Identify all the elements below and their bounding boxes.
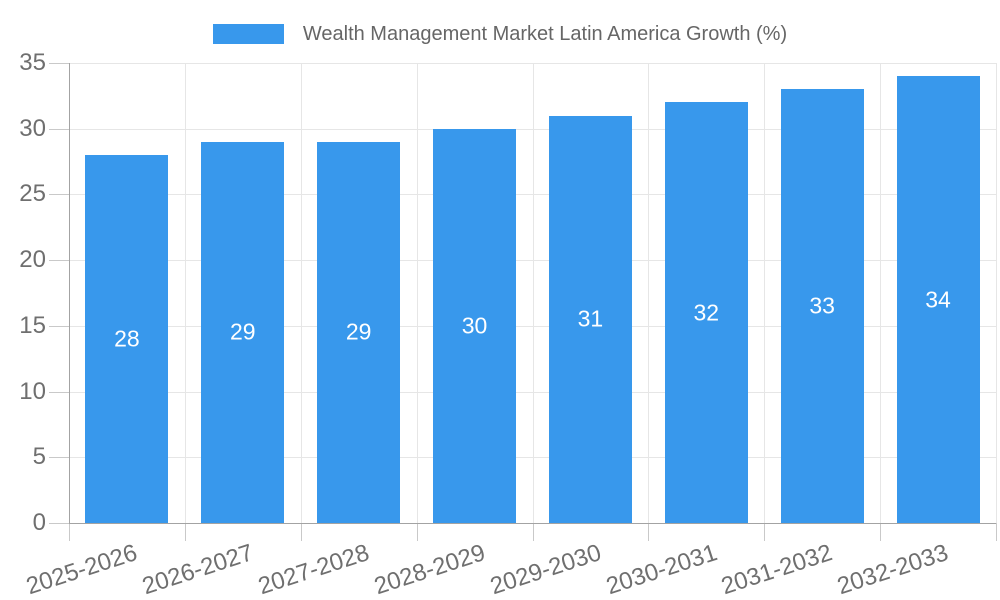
x-axis-tick	[416, 523, 418, 541]
gridline-vertical	[996, 63, 997, 523]
bar-value-label: 29	[345, 318, 372, 345]
x-axis-tick	[532, 523, 534, 541]
gridline-vertical	[880, 63, 882, 523]
x-axis-tick-label: 2027-2028	[254, 539, 373, 600]
gridline-vertical	[184, 63, 186, 523]
y-axis-tick-label: 25	[19, 180, 46, 208]
bar[interactable]	[548, 115, 632, 523]
y-axis-tick-label: 30	[19, 114, 46, 142]
bar-value-label: 33	[809, 292, 835, 319]
y-axis-tick-label: 0	[32, 509, 46, 536]
x-axis-tick	[648, 523, 650, 541]
bar-value-label: 31	[577, 305, 604, 332]
bar[interactable]	[664, 102, 748, 523]
x-axis-tick-label: 2030-2031	[602, 539, 721, 600]
x-axis-tick	[996, 523, 997, 541]
x-axis-tick-label: 2029-2030	[486, 539, 605, 600]
bar-value-label: 28	[114, 325, 140, 352]
gridline-vertical	[416, 63, 418, 523]
y-axis-line	[69, 63, 70, 523]
x-axis-tick-label: 2025-2026	[23, 539, 141, 600]
y-axis-tick-label: 5	[32, 443, 46, 471]
bar[interactable]	[780, 89, 864, 523]
y-axis-tick-label: 20	[19, 246, 46, 274]
bar[interactable]	[896, 76, 980, 523]
legend-label: Wealth Management Market Latin America G…	[302, 23, 788, 45]
x-axis-line	[69, 523, 996, 524]
bar-value-label: 32	[693, 299, 720, 326]
bar-value-label: 30	[461, 312, 488, 339]
x-axis-tick-label: 2031-2032	[718, 539, 836, 600]
y-axis-tick	[49, 457, 69, 459]
y-axis-tick-label: 15	[19, 311, 46, 339]
bar[interactable]	[201, 141, 285, 523]
x-axis-tick	[880, 523, 882, 541]
bar[interactable]	[317, 141, 401, 523]
bar[interactable]	[433, 128, 517, 523]
x-axis-tick	[184, 523, 186, 541]
x-axis-tick-label: 2032-2033	[834, 539, 952, 600]
x-axis-tick	[764, 523, 766, 541]
bar-value-label: 34	[925, 286, 951, 313]
bar[interactable]	[85, 155, 169, 523]
y-axis-tick	[49, 128, 69, 130]
y-axis-tick-label: 35	[19, 49, 46, 76]
legend-item[interactable]: Wealth Management Market Latin America G…	[212, 23, 788, 45]
gridline-vertical	[300, 63, 302, 523]
y-axis-tick	[49, 325, 69, 327]
x-axis-tick	[69, 523, 70, 541]
y-axis-tick	[49, 391, 69, 393]
y-axis-tick	[49, 63, 69, 64]
x-axis-tick-label: 2028-2029	[370, 539, 489, 600]
y-axis-tick-label: 10	[19, 377, 46, 405]
y-axis-tick	[49, 260, 69, 262]
gridline-vertical	[648, 63, 650, 523]
x-axis-tick	[300, 523, 302, 541]
legend-swatch-icon	[212, 24, 284, 44]
chart-legend: Wealth Management Market Latin America G…	[0, 24, 1000, 44]
x-axis-tick-label: 2026-2027	[139, 539, 257, 600]
gridline-vertical	[532, 63, 534, 523]
y-axis-tick	[49, 523, 69, 524]
plot-area: 28 29 29 30 31 32 33 34	[69, 63, 997, 523]
bar-value-label: 29	[230, 318, 256, 345]
y-axis-tick	[49, 194, 69, 196]
gridline-vertical	[764, 63, 766, 523]
